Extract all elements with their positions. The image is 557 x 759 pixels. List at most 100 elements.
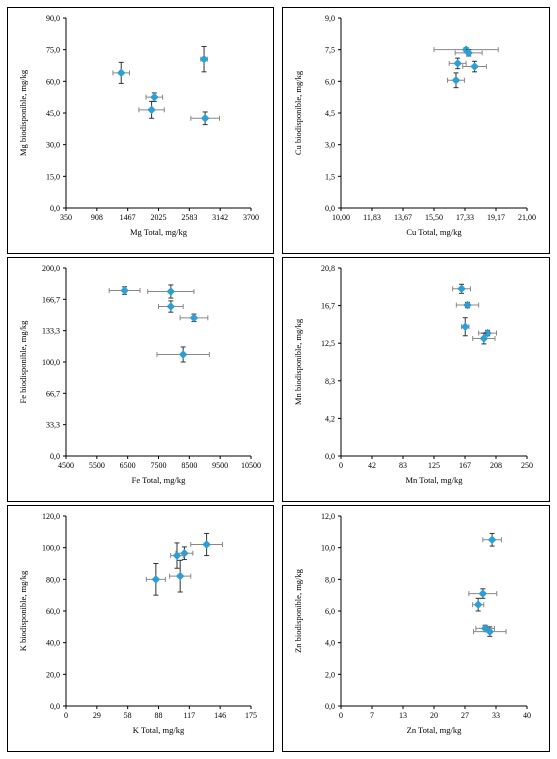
diamond-marker (166, 302, 176, 311)
x-tick-label: 11,83 (363, 213, 381, 222)
x-tick-label: 17,33 (456, 213, 474, 222)
data-point (478, 328, 497, 338)
x-tick-label: 2583 (181, 213, 197, 222)
x-tick-label: 21,00 (518, 213, 536, 222)
y-axis-label: Mn biodisponible, mg/kg (293, 318, 303, 405)
data-point (462, 60, 487, 73)
data-point (145, 92, 164, 102)
diamond-marker (120, 286, 129, 295)
diamond-marker (451, 76, 461, 85)
data-point (147, 284, 195, 299)
data-point (158, 300, 184, 313)
data-point (447, 72, 465, 89)
y-tick-label: 10,0 (321, 544, 335, 553)
data-point (190, 532, 223, 557)
chart-svg: 0,0 1,5 3,0 4,5 6,0 7,5 9,0 10,00 11,83 13,67 15,5… (293, 14, 536, 237)
chart-panel-k: 0,0 20,0 40,0 60,0 80,0 100,0 120,0 0 29 58 88 117 1… (7, 505, 274, 752)
x-tick-label: 125 (428, 461, 440, 470)
y-axis-label: K biodisponible, mg/kg (18, 570, 28, 651)
y-tick-label: 6,0 (325, 607, 335, 616)
x-axis-label: Zn Total, mg/kg (407, 725, 462, 735)
y-tick-label: 0,0 (50, 204, 60, 213)
y-tick-label: 75,0 (46, 46, 60, 55)
x-tick-label: 19,17 (487, 213, 505, 222)
data-point (455, 300, 480, 310)
x-tick-label: 83 (399, 461, 407, 470)
x-axis-label: Cu Total, mg/kg (406, 227, 462, 237)
chart-panel-cu: 0,0 1,5 3,0 4,5 6,0 7,5 9,0 10,00 11,83 13,67 15,5… (282, 7, 550, 254)
diamond-marker (483, 328, 492, 338)
data-point (138, 100, 165, 119)
x-tick-label: 27 (461, 711, 469, 720)
x-tick-label: 0 (64, 711, 68, 720)
x-tick-label: 20 (430, 711, 438, 720)
data-point (179, 313, 209, 323)
data-point (468, 588, 498, 599)
diamond-marker (470, 62, 479, 71)
x-tick-label: 8500 (181, 461, 197, 470)
chart-panel-fe: 0,0 33,3 66,7 100,0 133,3 166,7 200,0 4500 5500 6… (7, 257, 274, 502)
x-tick-label: 13,67 (394, 213, 412, 222)
diamond-marker (487, 535, 497, 544)
y-tick-label: 7,5 (325, 46, 335, 55)
data-point (461, 317, 470, 337)
y-axis-label: Cu biodisponible, mg/kg (293, 70, 303, 155)
y-tick-label: 33,3 (46, 421, 60, 430)
x-tick-label: 3142 (212, 213, 228, 222)
y-tick-label: 8,3 (325, 377, 335, 386)
y-tick-label: 60,0 (46, 77, 60, 86)
diamond-marker (172, 551, 182, 560)
x-tick-label: 5500 (89, 461, 105, 470)
y-tick-label: 15,0 (46, 172, 60, 181)
y-tick-label: 66,7 (46, 389, 60, 398)
diamond-marker (180, 548, 189, 558)
y-tick-label: 0,0 (325, 452, 335, 461)
data-point (452, 283, 471, 294)
x-tick-label: 4500 (58, 461, 74, 470)
data-point (454, 48, 483, 58)
x-tick-label: 1467 (120, 213, 136, 222)
data-point (170, 542, 184, 569)
y-tick-label: 133,3 (42, 327, 60, 336)
x-tick-label: 3700 (243, 213, 259, 222)
x-tick-label: 10,00 (332, 213, 350, 222)
y-tick-label: 30,0 (46, 141, 60, 150)
y-tick-label: 12,5 (321, 339, 335, 348)
y-tick-label: 20,8 (321, 264, 335, 273)
x-tick-label: 0 (339, 461, 343, 470)
y-tick-label: 1,5 (325, 172, 335, 181)
y-tick-label: 6,0 (325, 77, 335, 86)
x-tick-label: 908 (91, 213, 103, 222)
diamond-marker (175, 571, 185, 581)
y-axis-label: Zn biodisponible, mg/kg (293, 568, 303, 653)
x-tick-label: 7 (370, 711, 374, 720)
x-axis-label: K Total, mg/kg (133, 725, 185, 735)
data-point (473, 626, 507, 637)
y-tick-label: 120,0 (42, 512, 60, 521)
y-tick-label: 0,0 (325, 702, 335, 711)
chart-panel-zn: 0,0 2,0 4,0 6,0 8,0 10,0 12,0 0 7 13 20 27 33 40 Zn To… (282, 505, 550, 752)
y-tick-label: 166,7 (42, 295, 60, 304)
data-point (108, 286, 141, 295)
x-tick-label: 2025 (151, 213, 167, 222)
diamond-marker (116, 68, 126, 78)
diamond-marker (166, 287, 176, 296)
y-tick-label: 80,0 (46, 575, 60, 584)
x-tick-label: 15,50 (425, 213, 443, 222)
data-point (145, 563, 166, 596)
x-tick-label: 0 (339, 711, 343, 720)
data-point (448, 57, 467, 70)
y-tick-label: 2,0 (325, 670, 335, 679)
diamond-marker (189, 313, 199, 323)
y-tick-label: 9,0 (325, 14, 335, 23)
y-tick-label: 8,0 (325, 575, 335, 584)
x-axis-label: Mg Total, mg/kg (130, 227, 188, 237)
diamond-marker (464, 48, 473, 58)
data-point (472, 332, 496, 345)
y-tick-label: 4,5 (325, 109, 335, 118)
y-tick-label: 16,7 (321, 302, 335, 311)
diamond-marker (202, 540, 211, 549)
diamond-marker (200, 114, 210, 123)
chart-svg: 0,0 4,2 8,3 12,5 16,7 20,8 0 42 83 125 167 208 250 Mn… (293, 264, 533, 485)
diamond-marker (473, 600, 483, 609)
